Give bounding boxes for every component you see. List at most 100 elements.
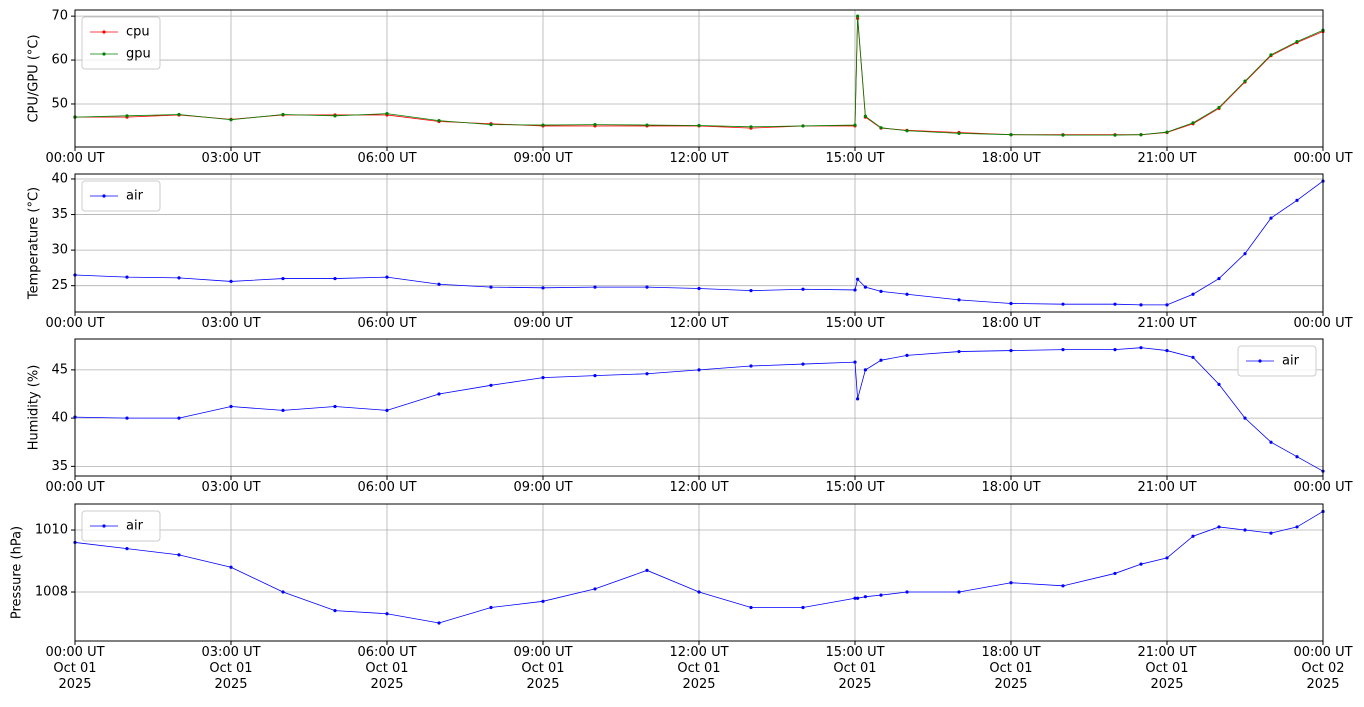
data-point	[697, 123, 701, 128]
panel: 25 30 35 40 Temperature (°C) air	[27, 171, 1325, 316]
data-point	[1217, 525, 1221, 529]
data-point	[1217, 382, 1221, 386]
data-point	[801, 605, 805, 610]
data-point	[177, 112, 181, 117]
data-point	[385, 612, 389, 616]
x-tick-label: 09:00 UT	[513, 151, 573, 166]
data-point	[697, 368, 701, 372]
data-point	[957, 131, 961, 135]
y-tick-label: 1010	[35, 523, 68, 538]
data-point	[856, 277, 860, 281]
data-point	[697, 590, 701, 594]
data-point	[281, 276, 285, 281]
data-point	[957, 298, 961, 302]
data-point	[333, 276, 337, 281]
data-point	[905, 590, 909, 594]
data-point	[1269, 216, 1273, 220]
x-tick-label: 18:00 UT	[981, 151, 1041, 166]
data-point	[385, 275, 389, 279]
legend-marker	[102, 52, 106, 56]
data-point	[1061, 133, 1065, 137]
data-point	[541, 123, 545, 127]
y-tick-label: 35	[51, 459, 68, 474]
data-point	[1243, 528, 1247, 532]
data-point	[801, 362, 805, 366]
y-tick-label: 70	[51, 9, 68, 24]
panel: 1008 1010 Pressure (hPa) air	[10, 503, 1325, 645]
x-tick-label: 09:00 UT Oct 01 2025	[513, 645, 573, 692]
data-point	[1243, 79, 1247, 83]
x-tick-label: 21:00 UT	[1137, 151, 1197, 166]
data-point	[879, 126, 883, 130]
data-point	[1191, 534, 1195, 538]
data-point	[863, 595, 868, 599]
data-point	[1191, 292, 1195, 296]
x-tick-label: 21:00 UT	[1137, 316, 1197, 331]
legend-marker	[102, 524, 106, 528]
data-point	[1243, 252, 1247, 256]
data-point	[856, 14, 860, 18]
data-point	[1295, 40, 1299, 44]
x-tick-label: 18:00 UT	[981, 316, 1041, 331]
y-axis-label: CPU/GPU (°C)	[27, 34, 42, 122]
x-tick-label: 09:00 UT	[513, 316, 573, 331]
data-point	[1061, 302, 1065, 306]
data-point	[177, 276, 181, 280]
legend-label: air	[1282, 354, 1300, 369]
legend-marker	[1258, 359, 1262, 363]
x-tick-label: 15:00 UT	[825, 151, 885, 166]
x-tick-label: 00:00 UT Oct 01 2025	[45, 645, 105, 692]
plot-frame	[74, 173, 1324, 313]
data-point	[1165, 556, 1169, 560]
plot-frame	[74, 338, 1324, 477]
data-point	[645, 372, 649, 376]
data-point	[856, 397, 860, 401]
data-point	[645, 568, 649, 572]
x-tick-label: 00:00 UT Oct 02 2025	[1293, 645, 1353, 692]
data-point	[1009, 348, 1013, 353]
legend-box	[81, 16, 161, 70]
data-point	[1113, 348, 1117, 352]
data-point	[229, 565, 233, 569]
x-tick-label: 18:00 UT	[981, 480, 1041, 495]
data-point	[749, 289, 753, 293]
data-point	[281, 112, 285, 117]
y-tick-label: 1008	[35, 585, 68, 600]
legend-label: air	[126, 519, 144, 534]
data-point	[385, 112, 389, 116]
data-point	[879, 289, 883, 293]
data-point	[489, 605, 493, 610]
data-point	[645, 123, 649, 127]
panel: 35 40 45 Humidity (%) air	[27, 338, 1325, 480]
data-point	[1191, 355, 1195, 359]
data-point	[1165, 348, 1169, 353]
data-point	[1295, 455, 1299, 459]
x-tick-label: 00:00 UT	[1293, 480, 1353, 495]
x-tick-label: 15:00 UT	[825, 480, 885, 495]
data-point	[749, 364, 753, 368]
data-point	[437, 621, 441, 625]
legend-marker	[102, 194, 106, 198]
plot-frame	[74, 503, 1324, 642]
plot-frame	[74, 9, 1324, 148]
data-point	[489, 383, 493, 387]
data-point	[1269, 53, 1273, 57]
x-tick-label: 06:00 UT Oct 01 2025	[357, 645, 417, 692]
x-tick-label: 00:00 UT	[45, 480, 105, 495]
data-point	[1139, 133, 1143, 137]
series-line	[74, 16, 1324, 136]
x-tick-label: 03:00 UT Oct 01 2025	[201, 645, 261, 692]
data-point	[1295, 525, 1299, 529]
x-tick-label: 15:00 UT Oct 01 2025	[825, 645, 885, 692]
legend-box	[81, 510, 161, 542]
panel: 50 60 70 CPU/GPU (°C) cpu gpu	[27, 9, 1325, 151]
data-point	[385, 408, 389, 412]
data-point	[1295, 198, 1299, 202]
x-tick-label: 06:00 UT	[357, 316, 417, 331]
y-tick-label: 25	[51, 278, 68, 293]
data-point	[229, 118, 233, 122]
x-tick-label: 00:00 UT	[45, 316, 105, 331]
data-point	[437, 392, 441, 396]
